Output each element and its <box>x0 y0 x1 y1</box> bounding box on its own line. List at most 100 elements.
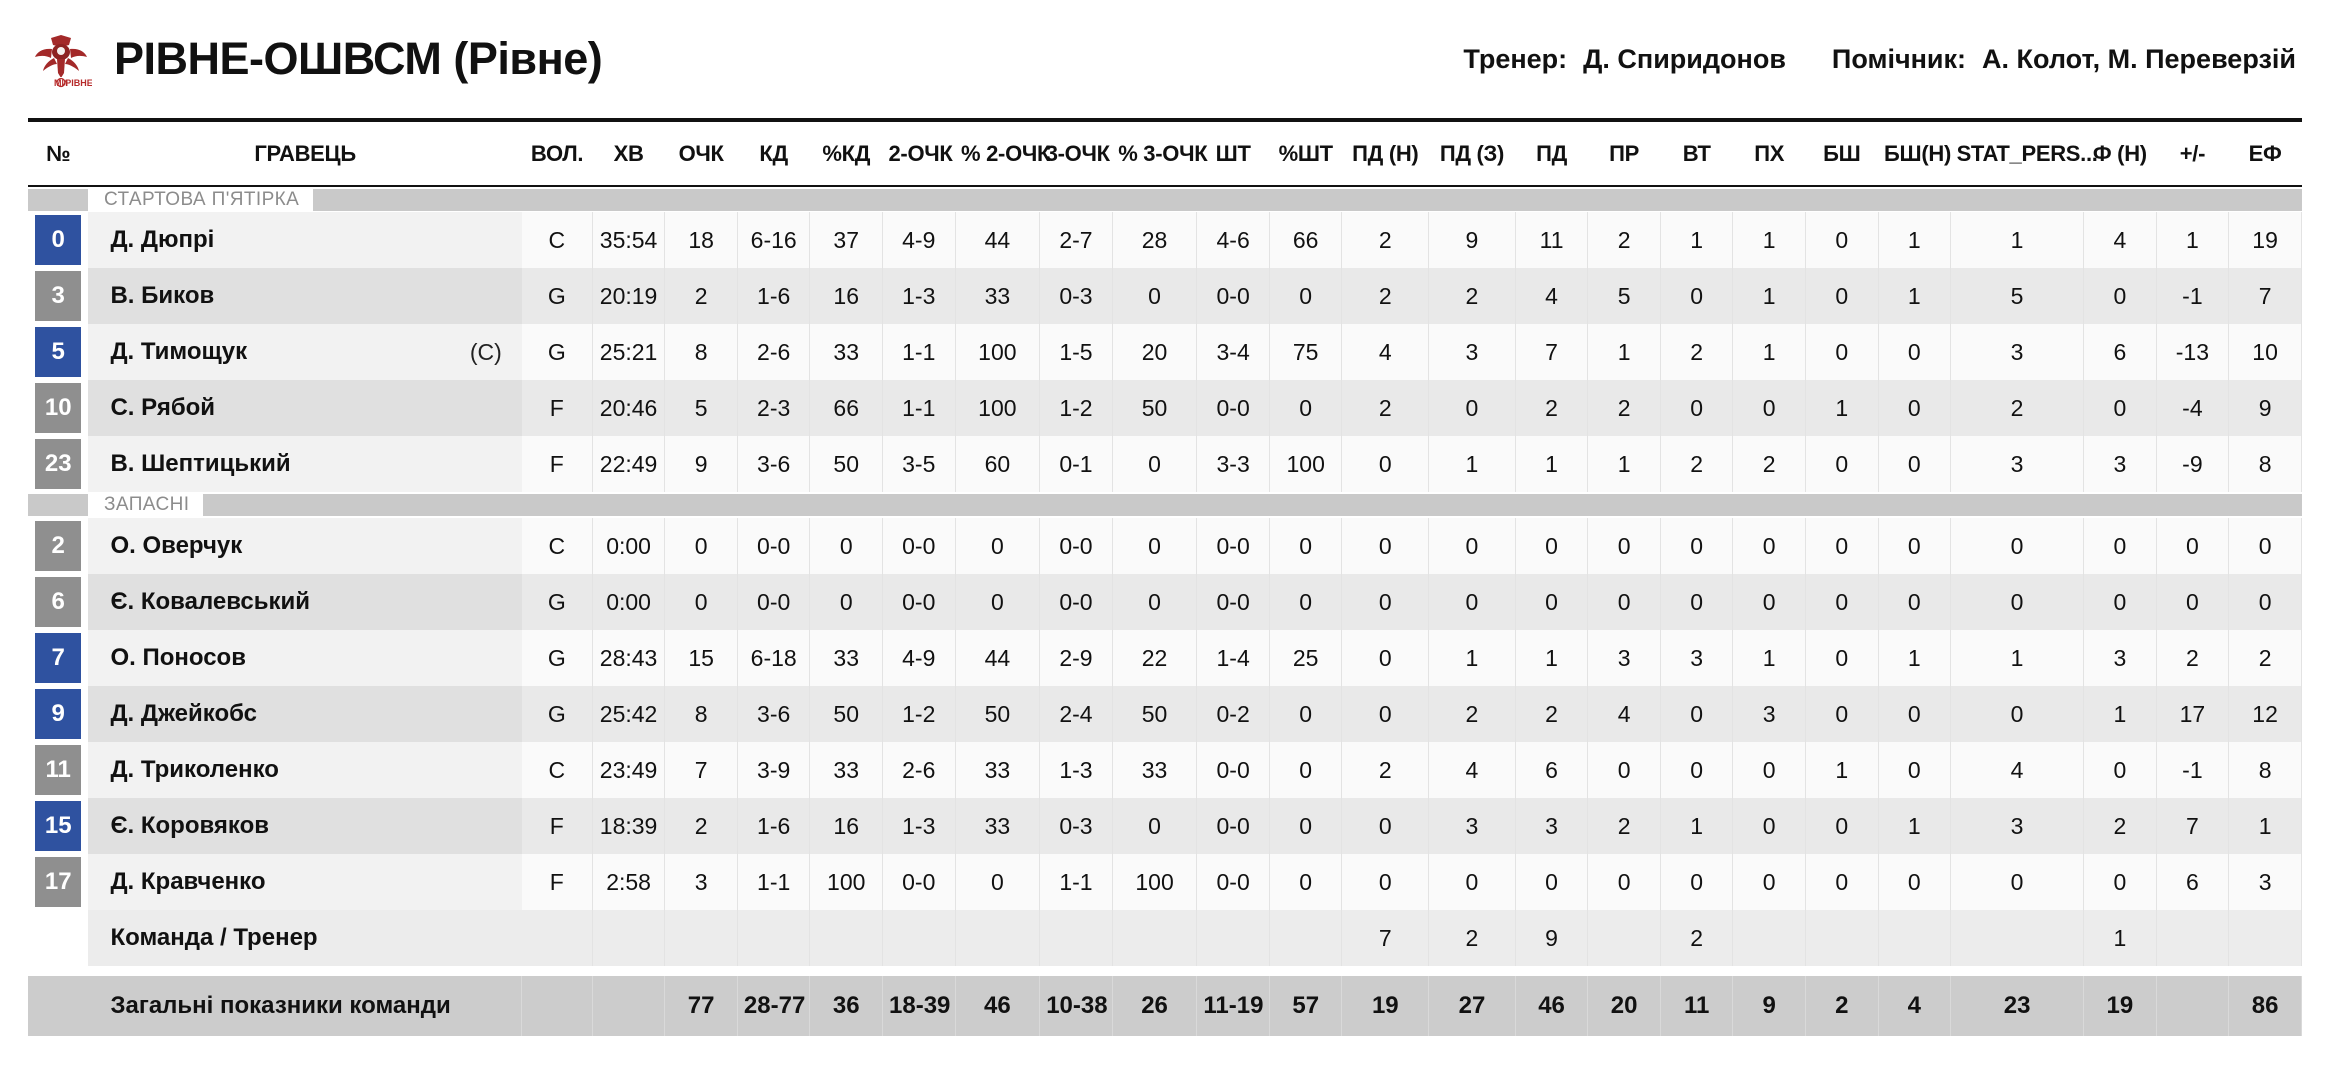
team-header: МИ РІВНЕ РІВНЕ-ОШВСМ (Рівне) Тренер: Д. … <box>0 0 2330 118</box>
stat-cell: 2 <box>1341 380 1430 436</box>
stat-cell: 1-4 <box>1196 630 1270 686</box>
player-name-cell[interactable]: О. Поносов <box>88 630 522 686</box>
stat-cell <box>1587 910 1661 966</box>
stat-cell: 46 <box>1515 976 1589 1036</box>
team-coach-row-label: Команда / Тренер <box>88 910 522 966</box>
stat-cell: 0 <box>1805 854 1879 910</box>
stat-cell: 0-0 <box>882 574 956 630</box>
player-name-cell[interactable]: Д. Джейкобс <box>88 686 522 742</box>
col-steals[interactable]: ПХ <box>1732 118 1806 187</box>
stat-cell: 28:43 <box>592 630 666 686</box>
stat-cell: 0:00 <box>592 574 666 630</box>
stat-cell: 2-4 <box>1039 686 1113 742</box>
stat-cell: 11-19 <box>1196 976 1270 1036</box>
stat-cell: 3-6 <box>737 436 811 492</box>
stat-cell: 35:54 <box>592 212 666 268</box>
stat-cell: 6 <box>2156 854 2230 910</box>
header-row: № ГРАВЕЦЬ ВОЛ. ХВ ОЧК КД %КД 2-ОЧК % 2-О… <box>28 118 2302 187</box>
stat-cell: 2-7 <box>1039 212 1113 268</box>
table-row[interactable]: 0 Д. Дюпрі C 35:54 18 6-16 37 4-9 44 2-7 28 4-6 66 2 9… <box>28 212 2302 268</box>
col-minutes[interactable]: ХВ <box>592 118 665 187</box>
empty-number-cell <box>28 910 89 966</box>
col-fg[interactable]: КД <box>737 118 810 187</box>
player-name-cell[interactable]: С. Рябой <box>88 380 522 436</box>
stat-cell: 50 <box>955 686 1041 742</box>
table-row[interactable]: 15 Є. Коровяков F 18:39 2 1-6 16 1-3 33 0-3 0 0-0 0 0… <box>28 798 2302 854</box>
player-name-cell[interactable]: О. Оверчук <box>88 518 522 574</box>
table-row[interactable]: 3 В. Биков G 20:19 2 1-6 16 1-3 33 0-3 0 0-0 0 2 2 4 5 0 1… <box>28 268 2302 324</box>
col-blocks[interactable]: БШ <box>1805 118 1879 187</box>
coach-name: Д. Спиридонов <box>1583 43 1786 74</box>
player-name: О. Поносов <box>110 644 246 671</box>
stat-cell <box>955 910 1041 966</box>
section-bar-gap <box>88 188 102 211</box>
col-number[interactable]: № <box>28 118 89 187</box>
stat-cell: 0 <box>1587 742 1661 798</box>
stat-cell: 0 <box>1732 574 1806 630</box>
stat-cell: 2 <box>1515 686 1589 742</box>
stat-cell: G <box>521 324 593 380</box>
table-row[interactable]: 17 Д. Кравченко F 2:58 3 1-1 100 0-0 0 1-1 100 0-0 0… <box>28 854 2302 910</box>
stat-cell: 3 <box>1587 630 1661 686</box>
col-ft-pct[interactable]: %ШТ <box>1269 118 1342 187</box>
stat-cell: 0 <box>1587 854 1661 910</box>
col-assists[interactable]: ПР <box>1587 118 1661 187</box>
table-header: № ГРАВЕЦЬ ВОЛ. ХВ ОЧК КД %КД 2-ОЧК % 2-О… <box>28 118 2302 187</box>
stat-cell: 0 <box>1515 518 1589 574</box>
stat-cell: 0 <box>2228 518 2302 574</box>
col-oreb[interactable]: ПД (Н) <box>1341 118 1429 187</box>
col-position[interactable]: ВОЛ. <box>521 118 593 187</box>
player-name-cell[interactable]: Д. Кравченко <box>88 854 522 910</box>
col-reb[interactable]: ПД <box>1515 118 1588 187</box>
table-row[interactable]: 6 Є. Ковалевський G 0:00 0 0-0 0 0-0 0 0-0 0 0-0 0 0 0… <box>28 574 2302 630</box>
col-personal-fouls[interactable]: STAT_PERS... <box>1950 118 2098 187</box>
col-plus-minus[interactable]: +/- <box>2156 118 2229 187</box>
col-turnovers[interactable]: ВТ <box>1660 118 1733 187</box>
col-blocks-against[interactable]: БШ(Н) <box>1878 118 1951 187</box>
stat-cell: 0 <box>2083 380 2157 436</box>
col-3pt[interactable]: 3-ОЧК <box>1039 118 1113 187</box>
col-2pt[interactable]: 2-ОЧК <box>882 118 956 187</box>
stat-cell: 37 <box>809 212 883 268</box>
empty-number-cell <box>28 976 89 1036</box>
table-row[interactable]: 5 Д. Тимощук (C) G 25:21 8 2-6 33 1-1 100 1-5 20 3-4… <box>28 324 2302 380</box>
jersey-number-badge: 9 <box>35 689 82 739</box>
col-player[interactable]: ГРАВЕЦЬ <box>88 118 522 187</box>
stat-cell: 0 <box>1428 518 1516 574</box>
col-dreb[interactable]: ПД (З) <box>1428 118 1516 187</box>
table-row[interactable]: 7 О. Поносов G 28:43 15 6-18 33 4-9 44 2-9 22 1-4 25… <box>28 630 2302 686</box>
stat-cell: 0 <box>1805 630 1879 686</box>
table-row[interactable]: 2 О. Оверчук C 0:00 0 0-0 0 0-0 0 0-0 0 0-0 0 0 0 0 0 0 0 0… <box>28 518 2302 574</box>
col-points[interactable]: ОЧК <box>664 118 738 187</box>
table-row[interactable]: 11 Д. Триколенко C 23:49 7 3-9 33 2-6 33 1-3 33 0-0… <box>28 742 2302 798</box>
col-fg-pct[interactable]: %КД <box>809 118 883 187</box>
table-row[interactable]: 23 В. Шептицький F 22:49 9 3-6 50 3-5 60 0-1 0 3-3 1… <box>28 436 2302 492</box>
stat-cell: 0 <box>1950 854 2085 910</box>
stat-cell: 11 <box>1515 212 1589 268</box>
stat-cell: 25 <box>1269 630 1343 686</box>
stat-cell: 7 <box>1341 910 1430 966</box>
stat-cell: 3 <box>1428 798 1516 854</box>
stat-cell <box>1112 910 1198 966</box>
stat-cell: 23:49 <box>592 742 666 798</box>
player-name-cell[interactable]: Є. Коровяков <box>88 798 522 854</box>
table-row[interactable]: 9 Д. Джейкобс G 25:42 8 3-6 50 1-2 50 2-4 50 0-2 0 0 2… <box>28 686 2302 742</box>
col-fouls-drawn[interactable]: Ф (Н) <box>2083 118 2157 187</box>
stat-cell: 0 <box>1950 574 2085 630</box>
stat-cell: 1-2 <box>882 686 956 742</box>
player-name-cell[interactable]: Д. Тимощук (C) <box>88 324 522 380</box>
player-name-cell[interactable]: Є. Ковалевський <box>88 574 522 630</box>
stat-cell: -4 <box>2156 380 2230 436</box>
table-row[interactable]: 10 С. Рябой F 20:46 5 2-3 66 1-1 100 1-2 50 0-0 0 2 0 2… <box>28 380 2302 436</box>
col-ft[interactable]: ШТ <box>1196 118 1270 187</box>
player-name-cell[interactable]: Д. Триколенко <box>88 742 522 798</box>
stat-cell: 5 <box>1587 268 1661 324</box>
player-name-cell[interactable]: Д. Дюпрі <box>88 212 522 268</box>
col-3pt-pct[interactable]: % 3-ОЧК <box>1112 118 1208 187</box>
player-name-cell[interactable]: В. Биков <box>88 268 522 324</box>
stat-cell: 3 <box>1950 436 2085 492</box>
col-efficiency[interactable]: ЕФ <box>2228 118 2302 187</box>
player-name-cell[interactable]: В. Шептицький <box>88 436 522 492</box>
col-2pt-pct[interactable]: % 2-ОЧК <box>955 118 1050 187</box>
stat-cell: 1 <box>1660 212 1734 268</box>
